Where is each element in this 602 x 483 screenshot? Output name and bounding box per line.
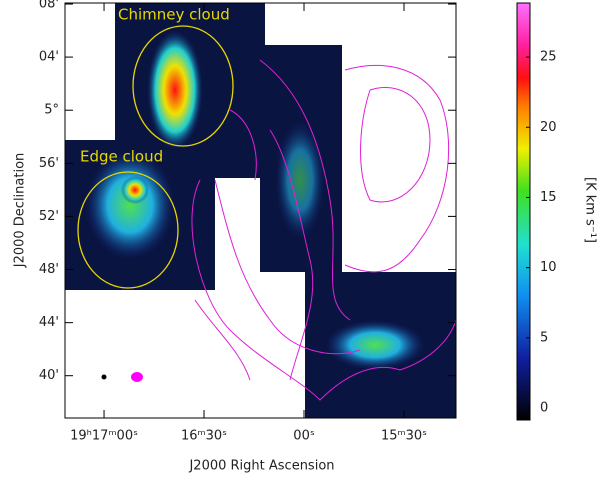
- colorbar-label: [K km s⁻¹]: [583, 177, 598, 243]
- colorbar: [516, 2, 531, 421]
- x-tick-label: 00ˢ: [293, 429, 315, 444]
- map-image: [65, 3, 456, 418]
- x-tick-label: 15ᵐ30ˢ: [381, 429, 427, 444]
- colorbar-tick-label: 0: [540, 401, 548, 416]
- x-tick-label: 19ʰ17ᵐ00ˢ: [70, 429, 138, 444]
- x-axis-label: J2000 Right Ascension: [188, 459, 334, 474]
- y-tick-label: 5°: [44, 103, 59, 118]
- colorbar-tick-label: 20: [540, 120, 557, 135]
- x-tick-label: 16ᵐ30ˢ: [181, 429, 227, 444]
- colorbar-tick-label: 15: [540, 190, 557, 205]
- beam: [131, 372, 143, 382]
- annotation: Edge cloud: [80, 148, 163, 166]
- y-tick-label: 52': [39, 209, 59, 224]
- beam: [101, 374, 107, 380]
- plot-frame: [64, 2, 457, 419]
- y-tick-label: 56': [39, 156, 59, 171]
- colorbar-tick-label: 25: [540, 50, 557, 65]
- y-tick-label: 40': [39, 368, 59, 383]
- annotation-ellipses: [77, 25, 234, 289]
- colorbar-tick-label: 10: [540, 260, 557, 275]
- y-axis-label: J2000 Declination: [13, 153, 28, 269]
- annotation: Chimney cloud: [118, 6, 230, 24]
- contours: [191, 59, 457, 401]
- colorbar-tick-label: 5: [540, 330, 548, 345]
- y-tick-label: 44': [39, 315, 59, 330]
- y-tick-label: 08': [39, 0, 59, 12]
- y-tick-label: 04': [39, 50, 59, 65]
- y-tick-label: 48': [39, 262, 59, 277]
